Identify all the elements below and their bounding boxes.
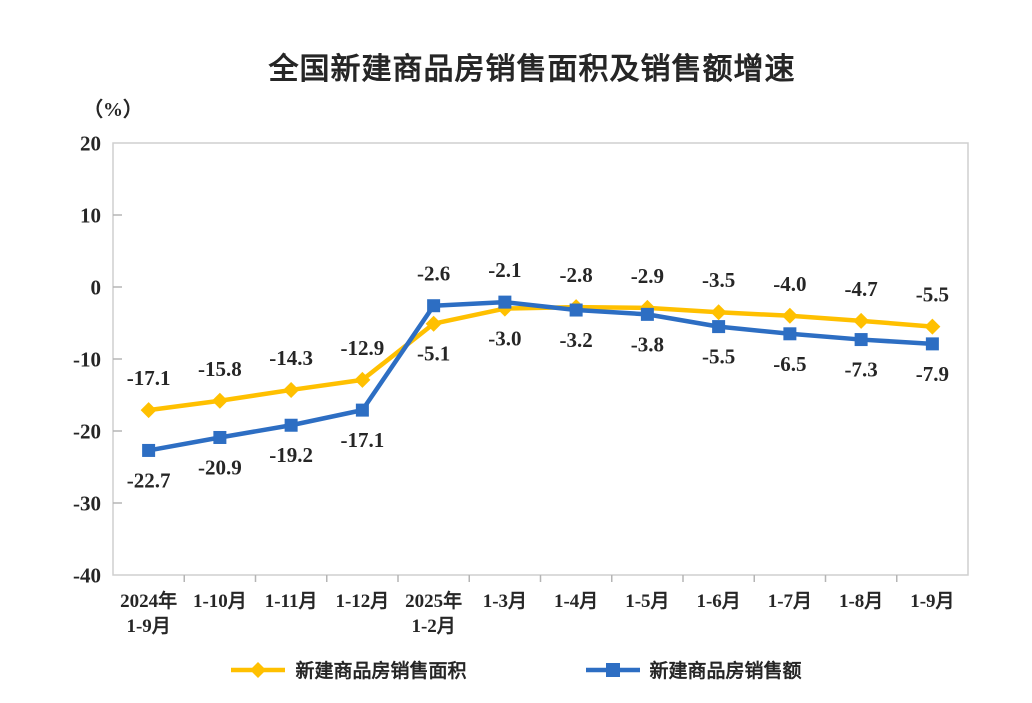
data-point-square-marker [569, 303, 583, 317]
data-point-square-marker [925, 337, 939, 351]
series-line-sales-area [146, 304, 935, 413]
x-axis-category-label: 1-9月 [910, 591, 954, 612]
data-point-square-marker [640, 307, 654, 321]
x-axis-category-label: 1-7月 [768, 591, 812, 612]
x-axis-category-label: 1-12月 [335, 591, 389, 612]
x-axis-category-label: 1-9月 [126, 616, 170, 637]
series-line-sales-value [146, 299, 935, 453]
x-axis-category-label: 1-4月 [554, 591, 598, 612]
y-axis-tick-label: -30 [73, 492, 101, 516]
data-label: -20.9 [198, 455, 242, 479]
data-label: -5.5 [702, 345, 735, 369]
data-point-diamond-marker [710, 304, 727, 321]
x-axis-category-label: 1-8月 [839, 591, 883, 612]
data-point-square-marker [712, 320, 726, 334]
data-point-diamond-marker [781, 307, 798, 324]
data-label: -12.9 [341, 336, 385, 360]
x-axis-category-label: 1-2月 [411, 616, 455, 637]
data-label: -22.7 [127, 468, 171, 492]
data-label: -17.1 [127, 366, 171, 390]
data-label: -7.9 [916, 362, 949, 386]
data-point-diamond-marker [425, 315, 442, 332]
legend-square-marker-icon [585, 662, 640, 677]
data-label: -3.8 [631, 332, 664, 356]
y-axis-unit-label: （%） [83, 98, 143, 121]
data-point-square-marker [427, 299, 441, 313]
data-label: -2.1 [488, 258, 521, 282]
data-point-square-marker [498, 295, 512, 309]
y-axis-tick-label: 20 [80, 132, 101, 156]
data-point-diamond-marker [283, 381, 300, 398]
data-label: -5.5 [916, 283, 949, 307]
legend-item-sales-area: 新建商品房销售面积 [230, 656, 467, 683]
x-axis-category-label: 1-10月 [193, 591, 247, 612]
x-axis-category-label: 2024年 [120, 589, 177, 612]
data-label: -3.2 [560, 328, 593, 352]
data-label: -15.8 [198, 357, 242, 381]
data-point-diamond-marker [140, 402, 157, 419]
x-axis-category-label: 1-5月 [625, 591, 669, 612]
data-label: -17.1 [341, 428, 385, 452]
chart-title: 全国新建商品房销售面积及销售额增速 [268, 53, 796, 86]
y-axis-tick-label: -20 [73, 420, 101, 444]
data-label: -2.9 [631, 264, 664, 288]
data-label: -5.1 [417, 342, 450, 366]
data-point-square-marker [284, 418, 298, 432]
data-label: -6.5 [773, 352, 806, 376]
data-label: -3.5 [702, 268, 735, 292]
data-label: -7.3 [845, 358, 878, 382]
data-label: -14.3 [269, 346, 313, 370]
y-axis-tick-label: -40 [73, 564, 101, 588]
data-label: -2.8 [560, 263, 593, 287]
legend-label-sales-area: 新建商品房销售面积 [295, 661, 467, 682]
data-label: -4.7 [845, 277, 878, 301]
x-axis-category-label: 1-11月 [265, 591, 318, 612]
data-point-diamond-marker [211, 392, 228, 409]
data-label: -2.6 [417, 262, 450, 286]
legend-label-sales-value: 新建商品房销售额 [649, 661, 802, 682]
legend-diamond-marker-icon [231, 661, 286, 678]
data-point-diamond-marker [853, 312, 870, 329]
y-axis-tick-label: -10 [73, 348, 101, 372]
data-label: -4.0 [773, 272, 806, 296]
data-point-square-marker [355, 403, 369, 417]
y-axis-tick-label: 10 [80, 204, 101, 228]
data-point-diamond-marker [924, 318, 941, 335]
x-axis-category-label: 1-6月 [696, 591, 740, 612]
chart-legend: 新建商品房销售面积 新建商品房销售额 [0, 656, 1032, 683]
legend-item-sales-value: 新建商品房销售额 [585, 656, 802, 683]
data-point-square-marker [142, 443, 156, 457]
x-axis-category-label: 1-3月 [483, 591, 527, 612]
data-label: -19.2 [269, 443, 313, 467]
data-label: -3.0 [488, 327, 521, 351]
data-point-square-marker [213, 430, 227, 444]
data-point-square-marker [783, 327, 797, 341]
data-point-diamond-marker [354, 371, 371, 388]
y-axis-tick-label: 0 [91, 276, 102, 300]
x-axis-category-label: 2025年 [405, 589, 462, 612]
data-point-square-marker [854, 333, 868, 347]
